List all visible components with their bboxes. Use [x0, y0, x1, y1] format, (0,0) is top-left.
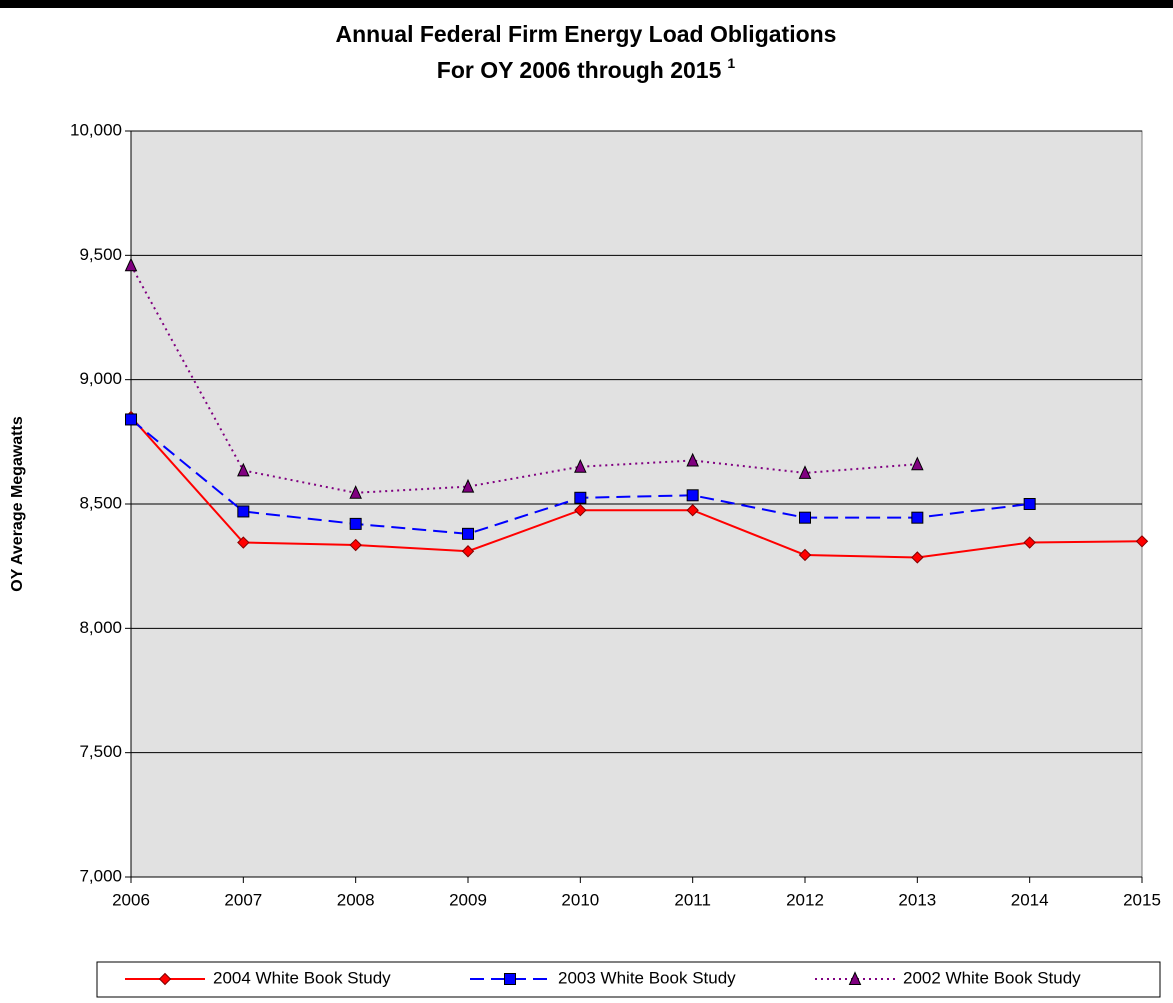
marker-triangle: [124, 257, 138, 272]
marker-triangle: [349, 485, 362, 499]
x-tick-label: 2006: [112, 890, 150, 909]
y-tick-label: 7,000: [79, 866, 122, 885]
legend-label: 2004 White Book Study: [213, 968, 391, 987]
marker-diamond: [574, 504, 587, 517]
marker-square: [504, 973, 516, 985]
marker-triangle: [461, 478, 475, 493]
marker-diamond: [798, 548, 812, 562]
x-tick-label: 2014: [1011, 890, 1049, 909]
subtitle-text: For OY 2006 through 2015: [437, 57, 722, 83]
marker-square: [349, 517, 362, 530]
marker-square: [1023, 498, 1036, 510]
series-line: [130, 416, 1143, 559]
legend-box: [96, 961, 1161, 998]
marker-diamond: [237, 536, 250, 549]
marker-square: [125, 413, 137, 426]
y-axis-label: OY Average Megawatts: [9, 416, 26, 592]
y-tick-label: 7,500: [79, 742, 122, 761]
top-bar: [0, 0, 1173, 8]
marker-square: [799, 511, 811, 524]
marker-triangle: [686, 452, 699, 467]
marker-diamond: [158, 972, 172, 986]
marker-triangle: [798, 465, 812, 479]
x-tick-label: 2007: [224, 890, 262, 909]
x-tick-label: 2015: [1123, 890, 1161, 909]
legend-label: 2003 White Book Study: [558, 968, 736, 987]
marker-triangle: [848, 971, 862, 985]
marker-square: [237, 505, 250, 518]
x-tick-label: 2013: [898, 890, 936, 909]
y-tick-label: 8,500: [79, 493, 122, 512]
marker-triangle: [911, 456, 924, 471]
marker-square: [462, 527, 474, 540]
subtitle-note: 1: [727, 55, 735, 71]
y-tick-label: 9,500: [79, 245, 122, 264]
marker-diamond: [461, 545, 475, 558]
x-tick-label: 2009: [449, 890, 487, 909]
x-tick-label: 2011: [674, 890, 711, 909]
y-tick-label: 10,000: [70, 120, 122, 139]
x-tick-label: 2012: [786, 890, 824, 909]
marker-triangle: [237, 462, 250, 477]
marker-diamond: [911, 551, 924, 564]
marker-diamond: [349, 538, 362, 552]
marker-diamond: [686, 504, 699, 517]
chart-subtitle: For OY 2006 through 2015 1: [437, 55, 736, 83]
marker-square: [574, 491, 587, 504]
y-tick-label: 8,000: [79, 618, 122, 637]
x-tick-label: 2010: [561, 890, 599, 909]
marker-square: [911, 511, 924, 524]
series-line: [130, 264, 918, 494]
chart-title: Annual Federal Firm Energy Load Obligati…: [336, 21, 837, 47]
marker-triangle: [574, 458, 587, 473]
marker-diamond: [1023, 536, 1036, 549]
marker-square: [686, 489, 699, 502]
y-tick-label: 9,000: [79, 369, 122, 388]
marker-diamond: [1135, 535, 1149, 548]
x-tick-label: 2008: [337, 890, 375, 909]
legend-label: 2002 White Book Study: [903, 968, 1081, 987]
